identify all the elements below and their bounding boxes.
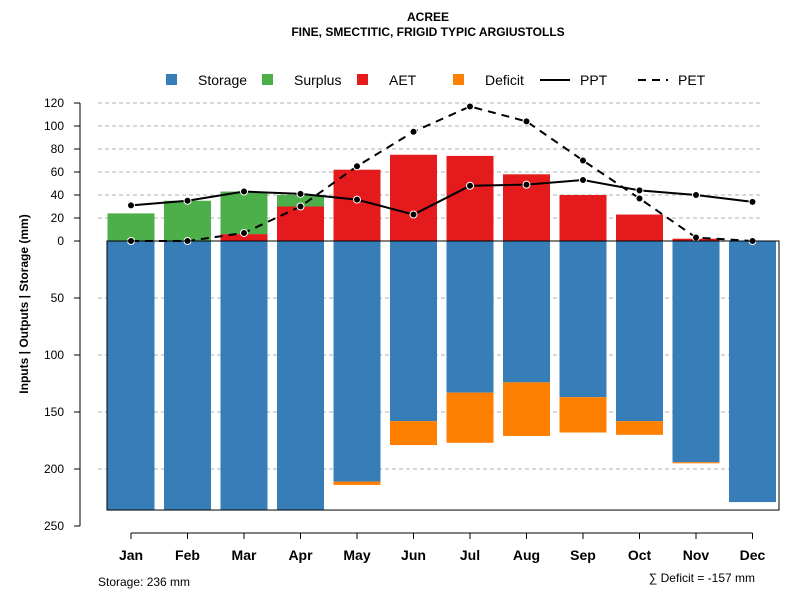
surplus-bar (220, 191, 268, 235)
y-tick-label: 50 (51, 291, 65, 305)
y-tick-label: 0 (57, 234, 64, 248)
pet-line (131, 105, 753, 242)
ppt-point (692, 191, 700, 199)
legend-swatch-surplus (262, 74, 273, 85)
legend-label-pet: PET (678, 72, 706, 88)
y-tick-label: 40 (51, 188, 65, 202)
ppt-point (579, 176, 587, 185)
legend-label-deficit: Deficit (485, 72, 524, 88)
aet-bar (616, 214, 663, 241)
storage-bar (503, 241, 550, 383)
legend-label-surplus: Surplus (294, 72, 341, 88)
legend-swatch-aet (357, 74, 368, 85)
ppt-point (296, 189, 305, 198)
y-tick-label: 120 (44, 96, 64, 110)
y-tick-label: 250 (44, 519, 64, 533)
ppt-point (409, 210, 418, 219)
aet-bar (559, 195, 607, 241)
pet-point (353, 162, 361, 171)
pet-point (409, 127, 418, 136)
storage-bar (333, 241, 381, 482)
storage-bar (672, 241, 720, 463)
x-tick-label: Nov (683, 547, 710, 563)
deficit-bar (390, 421, 437, 446)
x-tick-label: Apr (288, 547, 313, 563)
ppt-point (353, 195, 361, 204)
aet-bar (333, 169, 381, 241)
ppt-line (130, 179, 753, 216)
surplus-bar (164, 200, 211, 241)
y-tick-label: 150 (44, 405, 64, 419)
storage-bar (390, 241, 437, 422)
deficit-bar (446, 392, 494, 443)
pet-point (296, 202, 305, 211)
x-tick-label: Aug (513, 547, 540, 563)
deficit-bar (333, 481, 381, 485)
aet-bar (277, 206, 324, 241)
x-tick-label: Mar (232, 547, 257, 563)
y-tick-label: 100 (44, 119, 64, 133)
x-tick-label: May (343, 547, 370, 563)
x-tick-label: Oct (628, 547, 652, 563)
legend-swatch-deficit (453, 74, 464, 85)
y-tick-label: 200 (44, 462, 64, 476)
ppt-point (466, 181, 474, 190)
series-lines (127, 102, 757, 245)
x-tick-label: Feb (175, 547, 200, 563)
ppt-point (522, 180, 531, 189)
ppt-point (183, 196, 192, 205)
storage-bar (164, 241, 211, 511)
storage-bar (616, 241, 663, 422)
y-axis-title: Inputs | Outputs | Storage (mm) (17, 214, 31, 393)
pet-point (635, 194, 644, 203)
y-tick-label: 80 (51, 142, 65, 156)
pet-point (466, 102, 474, 111)
deficit-note: ∑ Deficit = -157 mm (649, 571, 755, 585)
surplus-bar (277, 195, 324, 207)
pet-point (522, 117, 531, 126)
aet-bar (390, 154, 437, 241)
x-tick-label: Jun (401, 547, 426, 563)
bars (107, 154, 776, 511)
deficit-bar (616, 421, 663, 435)
x-tick-label: Jan (119, 547, 143, 563)
deficit-bar (559, 397, 607, 433)
x-tick-label: Dec (740, 547, 766, 563)
deficit-bar (503, 382, 550, 436)
y-tick-label: 100 (44, 348, 64, 362)
aet-bar (446, 155, 494, 241)
x-tick-label: Jul (460, 547, 480, 563)
axes: 0 20 40 60 80 100 120 50 100 150 200 250 Jan Feb Mar Ap… (44, 96, 780, 563)
ppt-point (635, 186, 644, 195)
legend-label-aet: AET (389, 72, 417, 88)
ppt-point (240, 187, 248, 196)
storage-bar (729, 241, 776, 503)
deficit-bar (672, 462, 720, 464)
pet-point (692, 233, 700, 242)
legend-label-storage: Storage (198, 72, 247, 88)
storage-bar (107, 241, 155, 511)
chart-subtitle: FINE, SMECTITIC, FRIGID TYPIC ARGIUSTOLL… (291, 25, 564, 39)
x-tick-label: Sep (570, 547, 596, 563)
storage-bar (446, 241, 494, 393)
ppt-point (748, 197, 757, 206)
y-tick-label: 20 (51, 211, 65, 225)
storage-note: Storage: 236 mm (98, 575, 190, 589)
storage-bar (559, 241, 607, 398)
surplus-bar (107, 213, 155, 241)
chart-title: ACREE (407, 10, 449, 24)
legend-label-ppt: PPT (580, 72, 608, 88)
storage-bar (220, 241, 268, 511)
pet-point (240, 228, 248, 237)
aet-bar (220, 234, 268, 241)
storage-bar (277, 241, 324, 511)
y-tick-label: 60 (51, 165, 65, 179)
legend: Storage Surplus AET Deficit PPT PET (166, 72, 706, 88)
pet-point (579, 156, 587, 165)
legend-swatch-storage (166, 74, 177, 85)
ppt-point (127, 201, 135, 210)
